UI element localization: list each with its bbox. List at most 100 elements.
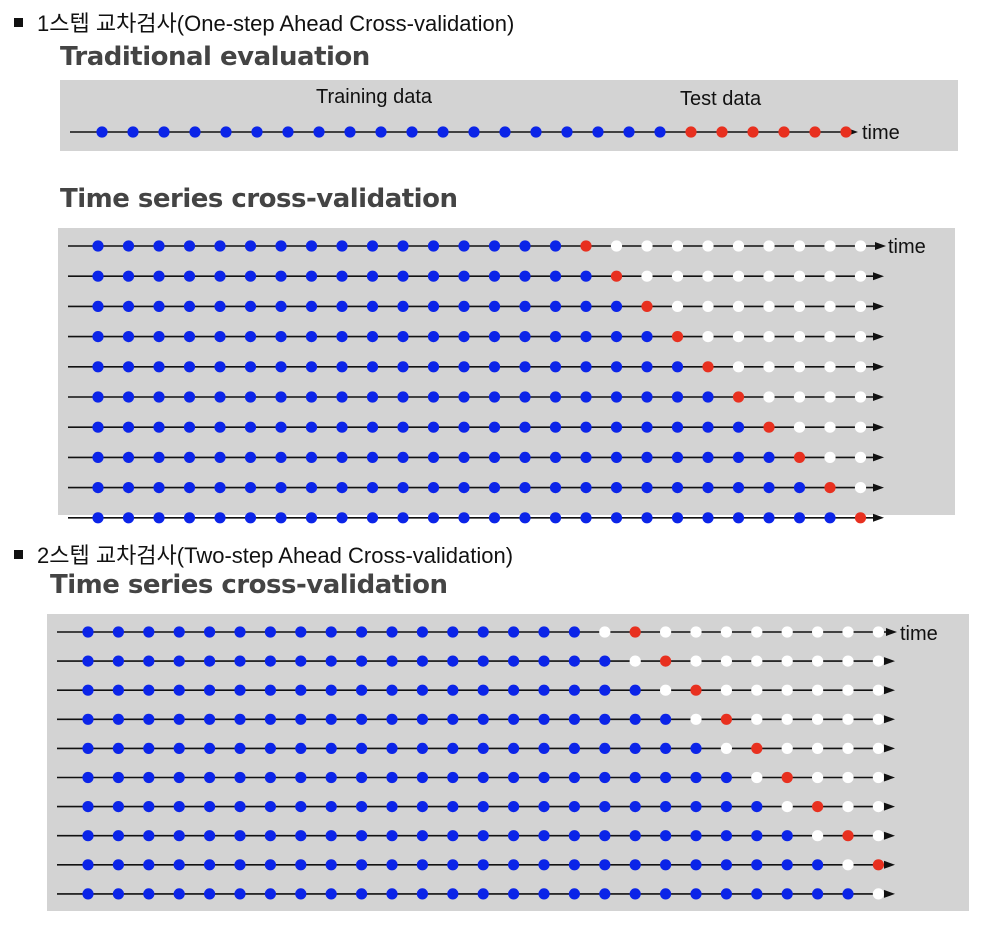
cv-row-train-point bbox=[580, 482, 592, 494]
cv-row-train-point bbox=[568, 888, 581, 900]
bullet-icon bbox=[14, 549, 23, 559]
cv-row-train-point bbox=[295, 888, 307, 900]
cv-row-train-point bbox=[264, 830, 276, 842]
traditional-train-point bbox=[220, 126, 232, 138]
cv-row-unused-point bbox=[732, 361, 745, 373]
cv-row-train-point bbox=[112, 626, 124, 638]
cv-row-train-point bbox=[112, 859, 124, 871]
cv-row-train-point bbox=[458, 512, 470, 524]
cv-row-unused-point bbox=[872, 742, 885, 754]
cv-row-train-point bbox=[82, 713, 94, 725]
cv-row-unused-point bbox=[872, 655, 885, 667]
cv-row-train-point bbox=[82, 888, 94, 900]
cv-row-train-point bbox=[629, 742, 641, 754]
cv-row-test-point bbox=[872, 859, 885, 871]
cv-row-train-point bbox=[295, 771, 307, 784]
cv-row-train-point bbox=[122, 421, 135, 433]
cv-row-train-point bbox=[244, 451, 257, 463]
cv-row-train-point bbox=[305, 391, 318, 403]
cv-row-train-point bbox=[234, 888, 246, 900]
cv-row-train-point bbox=[264, 626, 276, 638]
cv-row-train-point bbox=[508, 859, 520, 871]
cv-row-train-point bbox=[660, 713, 672, 725]
cv-row-train-point bbox=[397, 331, 409, 343]
cv-row-train-point bbox=[519, 240, 531, 252]
cv-row-unused-point bbox=[854, 482, 867, 494]
cv-row-train-point bbox=[519, 451, 531, 463]
cv-row-train-point bbox=[416, 771, 428, 784]
cv-row-train-point bbox=[508, 888, 520, 900]
cv-row-train-point bbox=[842, 888, 854, 900]
cv-row-train-point bbox=[173, 742, 185, 754]
cv-row-train-point bbox=[538, 888, 550, 900]
cv-row-train-point bbox=[397, 482, 409, 494]
cv-row-train-point bbox=[477, 801, 489, 813]
traditional-train-point bbox=[592, 126, 604, 138]
cv-row-train-point bbox=[153, 391, 165, 403]
cv-row-train-point bbox=[732, 512, 745, 524]
cv-row-train-point bbox=[397, 451, 409, 463]
cv-row-arrow-head bbox=[873, 302, 884, 311]
cv-row-train-point bbox=[234, 830, 246, 842]
cv-row-train-point bbox=[477, 713, 489, 725]
cv-row-arrow-head bbox=[884, 744, 895, 753]
traditional-timeline bbox=[70, 126, 858, 138]
cv-row-train-point bbox=[599, 713, 611, 725]
cv-row-unused-point bbox=[671, 270, 684, 282]
cv-row-train-point bbox=[122, 391, 135, 403]
cv-row-train-point bbox=[244, 270, 257, 282]
cv-row-train-point bbox=[244, 391, 257, 403]
two-step-cv-timelines bbox=[57, 626, 897, 900]
cv-row-train-point bbox=[153, 512, 165, 524]
cv-row-train-point bbox=[580, 361, 592, 373]
cv-row-train-point bbox=[112, 830, 124, 842]
cv-row-train-point bbox=[153, 361, 165, 373]
cv-row-train-point bbox=[183, 512, 196, 524]
cv-row-train-point bbox=[386, 801, 398, 813]
cv-row-train-point bbox=[336, 240, 348, 252]
cv-row-train-point bbox=[427, 391, 440, 403]
traditional-train-point bbox=[406, 126, 418, 138]
cv-row-train-point bbox=[397, 391, 409, 403]
cv-row-train-point bbox=[477, 888, 489, 900]
cv-row-train-point bbox=[416, 684, 428, 696]
cv-row-train-point bbox=[720, 801, 733, 813]
cv-row-unused-point bbox=[690, 655, 702, 667]
two-step-heading: 2스텝 교차검사(Two-step Ahead Cross-validation… bbox=[14, 538, 513, 570]
traditional-train-point bbox=[313, 126, 325, 138]
cv-row-arrow-head bbox=[873, 453, 884, 462]
cv-row-train-point bbox=[781, 888, 793, 900]
cv-row-train-point bbox=[702, 512, 714, 524]
cv-row-train-point bbox=[173, 830, 185, 842]
cv-row-train-point bbox=[538, 684, 550, 696]
cv-row-unused-point bbox=[872, 713, 885, 725]
cv-row-train-point bbox=[214, 361, 226, 373]
cv-row-arrow-head bbox=[873, 332, 884, 341]
cv-row-train-point bbox=[305, 270, 318, 282]
cv-row-train-point bbox=[397, 240, 409, 252]
cv-row-train-point bbox=[366, 270, 379, 282]
traditional-train-point bbox=[623, 126, 635, 138]
cv-row-train-point bbox=[599, 859, 611, 871]
cv-row-train-point bbox=[112, 655, 124, 667]
cv-row-train-point bbox=[824, 512, 836, 524]
cv-row-unused-point bbox=[812, 713, 824, 725]
cv-row-train-point bbox=[690, 888, 702, 900]
cv-row-unused-point bbox=[824, 451, 836, 463]
cv-row-train-point bbox=[366, 512, 379, 524]
cv-row-train-point bbox=[92, 361, 104, 373]
cv-row-test-point bbox=[610, 270, 623, 282]
cv-row-unused-point bbox=[671, 240, 684, 252]
cv-row-train-point bbox=[295, 655, 307, 667]
cv-row-train-point bbox=[82, 742, 94, 754]
cv-row-train-point bbox=[275, 361, 287, 373]
cv-row-train-point bbox=[416, 742, 428, 754]
cv-row-unused-point bbox=[793, 331, 806, 343]
cv-row-unused-point bbox=[763, 361, 775, 373]
cv-row-unused-point bbox=[781, 742, 793, 754]
cv-row-train-point bbox=[660, 859, 672, 871]
cv-row-unused-point bbox=[812, 626, 824, 638]
traditional-panel: Training data Test data time bbox=[60, 80, 958, 151]
cv-row-train-point bbox=[122, 300, 135, 312]
cv-row-train-point bbox=[702, 421, 714, 433]
